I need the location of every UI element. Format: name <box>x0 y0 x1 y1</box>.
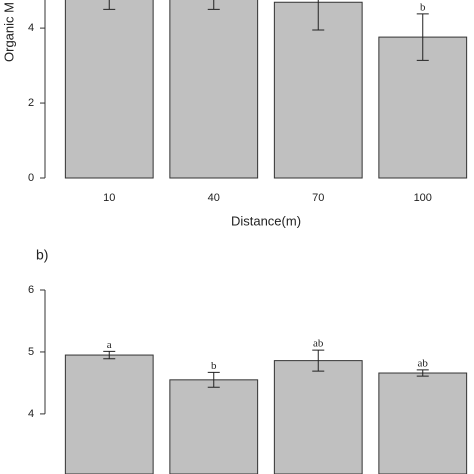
y-axis-label: Organic M <box>1 2 16 62</box>
significance-letter: ab <box>313 338 324 350</box>
significance-letter: b <box>211 360 217 372</box>
x-tick-label: 10 <box>103 192 115 204</box>
bar <box>378 372 468 474</box>
bar <box>169 0 259 179</box>
error-bar <box>416 13 429 61</box>
y-tick-label: 4 <box>28 22 34 34</box>
error-bar <box>312 0 325 31</box>
bar <box>169 379 259 474</box>
bar <box>273 1 363 179</box>
error-bar <box>103 350 116 360</box>
error-bar <box>312 349 325 372</box>
significance-letter: ab <box>418 357 429 369</box>
y-tick-label: 4 <box>28 408 34 420</box>
bar <box>64 354 154 474</box>
x-tick-label: 40 <box>208 192 220 204</box>
x-axis-label: Distance(m) <box>231 213 301 228</box>
y-tick-label: 2 <box>28 97 34 109</box>
bar <box>64 0 154 179</box>
error-bar <box>207 0 220 10</box>
x-tick-label: 70 <box>312 192 324 204</box>
y-tick-label: 5 <box>28 346 34 358</box>
error-bar <box>103 0 116 10</box>
panel-label: b) <box>36 247 48 263</box>
x-tick-label: 100 <box>414 192 432 204</box>
error-bar <box>416 369 429 377</box>
significance-letter: a <box>107 339 112 351</box>
error-bar <box>207 371 220 388</box>
y-tick-label: 6 <box>28 284 34 296</box>
significance-letter: b <box>420 1 426 13</box>
y-tick-label: 0 <box>28 172 34 184</box>
bar <box>273 360 363 474</box>
